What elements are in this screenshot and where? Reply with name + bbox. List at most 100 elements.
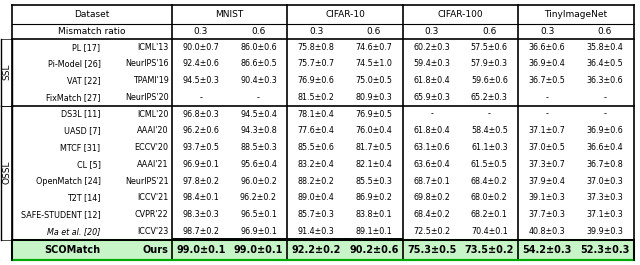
Text: 68.7±0.1: 68.7±0.1 <box>413 176 450 186</box>
Text: 68.4±0.2: 68.4±0.2 <box>413 210 450 219</box>
Text: 36.7±0.8: 36.7±0.8 <box>586 160 623 169</box>
Text: Dataset: Dataset <box>74 10 109 19</box>
Text: 36.6±0.6: 36.6±0.6 <box>529 43 565 52</box>
Text: 98.3±0.3: 98.3±0.3 <box>182 210 219 219</box>
Text: 36.9±0.6: 36.9±0.6 <box>586 126 623 135</box>
Text: 77.6±0.4: 77.6±0.4 <box>298 126 335 135</box>
Text: 75.7±0.7: 75.7±0.7 <box>298 59 335 68</box>
Text: 61.8±0.4: 61.8±0.4 <box>413 76 450 85</box>
Text: 37.0±0.5: 37.0±0.5 <box>529 143 566 152</box>
Text: NeurIPS'21: NeurIPS'21 <box>125 176 169 186</box>
Text: 89.0±0.4: 89.0±0.4 <box>298 193 335 202</box>
Text: 83.8±0.1: 83.8±0.1 <box>356 210 392 219</box>
Text: 68.0±0.2: 68.0±0.2 <box>471 193 508 202</box>
Text: 59.6±0.6: 59.6±0.6 <box>471 76 508 85</box>
Text: 76.0±0.4: 76.0±0.4 <box>356 126 392 135</box>
Text: -: - <box>546 110 548 119</box>
Text: 86.6±0.5: 86.6±0.5 <box>240 59 277 68</box>
Text: ICML'13: ICML'13 <box>138 43 169 52</box>
Text: PL [17]: PL [17] <box>72 43 100 52</box>
Text: 89.1±0.1: 89.1±0.1 <box>356 227 392 236</box>
Text: AAAI'21: AAAI'21 <box>137 160 169 169</box>
Text: 0.6: 0.6 <box>482 27 497 36</box>
Text: CIFAR-100: CIFAR-100 <box>438 10 483 19</box>
Text: 0.6: 0.6 <box>252 27 266 36</box>
Text: 88.2±0.2: 88.2±0.2 <box>298 176 335 186</box>
Text: T2T [14]: T2T [14] <box>67 193 100 202</box>
Text: 0.3: 0.3 <box>540 27 554 36</box>
Text: 57.9±0.3: 57.9±0.3 <box>471 59 508 68</box>
Text: 37.3±0.3: 37.3±0.3 <box>586 193 623 202</box>
Text: 39.9±0.3: 39.9±0.3 <box>586 227 623 236</box>
Text: 60.2±0.3: 60.2±0.3 <box>413 43 450 52</box>
Text: 74.5±1.0: 74.5±1.0 <box>355 59 392 68</box>
Text: 36.7±0.5: 36.7±0.5 <box>529 76 566 85</box>
Text: UASD [7]: UASD [7] <box>64 126 100 135</box>
Text: 63.1±0.6: 63.1±0.6 <box>413 143 450 152</box>
Text: 36.9±0.4: 36.9±0.4 <box>529 59 566 68</box>
Text: VAT [22]: VAT [22] <box>67 76 100 85</box>
Text: 75.0±0.5: 75.0±0.5 <box>355 76 392 85</box>
Text: ECCV'20: ECCV'20 <box>135 143 169 152</box>
Text: 81.7±0.5: 81.7±0.5 <box>355 143 392 152</box>
Text: 72.5±0.2: 72.5±0.2 <box>413 227 450 236</box>
Text: ICML'20: ICML'20 <box>138 110 169 119</box>
Bar <box>12 240 634 260</box>
Text: 96.9±0.1: 96.9±0.1 <box>182 160 220 169</box>
Text: 37.9±0.4: 37.9±0.4 <box>529 176 566 186</box>
Text: Mismatch ratio: Mismatch ratio <box>58 27 125 36</box>
Text: 0.3: 0.3 <box>309 27 323 36</box>
Text: TPAMI'19: TPAMI'19 <box>133 76 169 85</box>
Text: 95.6±0.4: 95.6±0.4 <box>240 160 277 169</box>
Text: 0.3: 0.3 <box>424 27 439 36</box>
Text: 91.4±0.3: 91.4±0.3 <box>298 227 335 236</box>
Text: 58.4±0.5: 58.4±0.5 <box>471 126 508 135</box>
Text: 54.2±0.3: 54.2±0.3 <box>522 245 572 255</box>
Text: -: - <box>604 93 606 102</box>
Text: 36.3±0.6: 36.3±0.6 <box>586 76 623 85</box>
Text: DS3L [11]: DS3L [11] <box>61 110 100 119</box>
Text: 76.9±0.5: 76.9±0.5 <box>355 110 392 119</box>
Text: 94.3±0.8: 94.3±0.8 <box>240 126 277 135</box>
Text: -: - <box>257 93 260 102</box>
Text: 93.7±0.5: 93.7±0.5 <box>182 143 220 152</box>
Text: 88.5±0.3: 88.5±0.3 <box>240 143 277 152</box>
Text: 70.4±0.1: 70.4±0.1 <box>471 227 508 236</box>
Text: 96.2±0.6: 96.2±0.6 <box>182 126 220 135</box>
Text: 35.8±0.4: 35.8±0.4 <box>586 43 623 52</box>
Text: 37.1±0.3: 37.1±0.3 <box>586 210 623 219</box>
Text: 81.5±0.2: 81.5±0.2 <box>298 93 335 102</box>
Text: 80.9±0.3: 80.9±0.3 <box>356 93 392 102</box>
Text: 37.3±0.7: 37.3±0.7 <box>529 160 566 169</box>
Text: 74.6±0.7: 74.6±0.7 <box>355 43 392 52</box>
Text: -: - <box>488 110 491 119</box>
Text: -: - <box>546 93 548 102</box>
Text: 63.6±0.4: 63.6±0.4 <box>413 160 450 169</box>
Text: 73.5±0.2: 73.5±0.2 <box>465 245 514 255</box>
Text: NeurIPS'16: NeurIPS'16 <box>125 59 169 68</box>
Text: SAFE-STUDENT [12]: SAFE-STUDENT [12] <box>21 210 100 219</box>
Text: SCOMatch: SCOMatch <box>44 245 100 255</box>
Text: 59.4±0.3: 59.4±0.3 <box>413 59 450 68</box>
Text: AAAI'20: AAAI'20 <box>137 126 169 135</box>
Text: 57.5±0.6: 57.5±0.6 <box>471 43 508 52</box>
Text: FixMatch [27]: FixMatch [27] <box>46 93 100 102</box>
Text: 61.1±0.3: 61.1±0.3 <box>471 143 508 152</box>
Text: 61.5±0.5: 61.5±0.5 <box>471 160 508 169</box>
Text: 37.1±0.7: 37.1±0.7 <box>529 126 566 135</box>
Text: 36.4±0.5: 36.4±0.5 <box>586 59 623 68</box>
Text: 83.2±0.4: 83.2±0.4 <box>298 160 335 169</box>
Text: MNIST: MNIST <box>216 10 244 19</box>
Text: 97.8±0.2: 97.8±0.2 <box>182 176 220 186</box>
Text: 90.4±0.3: 90.4±0.3 <box>240 76 277 85</box>
Text: 96.5±0.1: 96.5±0.1 <box>240 210 277 219</box>
Text: 76.9±0.6: 76.9±0.6 <box>298 76 335 85</box>
Text: 65.9±0.3: 65.9±0.3 <box>413 93 450 102</box>
Text: 0.6: 0.6 <box>367 27 381 36</box>
Text: 69.8±0.2: 69.8±0.2 <box>413 193 450 202</box>
Text: ICCV'21: ICCV'21 <box>138 193 169 202</box>
Text: Ma et al. [20]: Ma et al. [20] <box>47 227 100 236</box>
Text: CL [5]: CL [5] <box>77 160 100 169</box>
Text: 68.2±0.1: 68.2±0.1 <box>471 210 508 219</box>
Text: 85.5±0.3: 85.5±0.3 <box>355 176 392 186</box>
